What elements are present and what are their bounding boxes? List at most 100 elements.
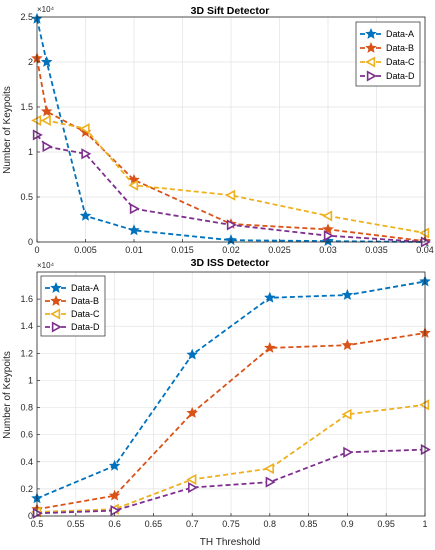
sift-point-data-d: [129, 203, 140, 215]
iss-legend-label-data-d: Data-D: [71, 322, 100, 332]
iss-ytick-label: 0.4: [20, 457, 33, 467]
iss-point-data-d: [265, 476, 276, 488]
sift-legend-label-data-b: Data-B: [386, 43, 414, 53]
iss-point-data-b: [186, 406, 198, 418]
sift-point-data-a: [40, 55, 53, 67]
iss-xlabel: TH Threshold: [200, 537, 260, 548]
sift-point-data-d: [42, 141, 53, 153]
iss-legend-marker-data-c: [50, 308, 61, 320]
iss-point-data-d: [110, 505, 121, 517]
sift-point-data-c: [79, 123, 90, 135]
sift-xtick-label: 0.015: [171, 245, 194, 255]
sift-chart-title: 3D Sift Detector: [191, 5, 270, 17]
iss-ytick-label: 1.2: [20, 348, 33, 358]
sift-legend: Data-A Data-B Data-C Data-D: [355, 21, 421, 87]
iss-legend-marker-data-d: [51, 321, 62, 333]
sift-ylabel: Number of Keypoits: [2, 86, 13, 174]
iss-line-data-a: [36, 280, 426, 500]
iss-ylabel: Number of Keypoits: [2, 351, 13, 439]
iss-xtick-label: 0.9: [341, 519, 354, 529]
iss-point-data-a: [341, 288, 354, 300]
iss-point-data-c: [186, 473, 197, 485]
iss-chart-title: 3D ISS Detector: [191, 257, 270, 269]
sift-point-data-d: [323, 230, 334, 242]
sift-xtick-label: 0.03: [319, 245, 337, 255]
sift-point-data-d: [81, 148, 92, 160]
iss-ytick-label: 1: [28, 375, 33, 385]
sift-xtick-label: 0.025: [268, 245, 291, 255]
iss-chart: 3D ISS Detector ×10⁴ Number of Keypoits …: [2, 257, 431, 548]
sift-legend-marker-data-b: [365, 41, 377, 53]
iss-xtick-label: 0.8: [264, 519, 277, 529]
iss-point-data-a: [186, 348, 198, 360]
sift-legend-marker-data-c: [365, 56, 376, 68]
iss-legend-item-data-c: Data-C: [45, 308, 100, 320]
iss-legend-label-data-b: Data-B: [71, 296, 99, 306]
sift-exponent-label: ×10⁴: [37, 5, 55, 14]
sift-legend-item-data-a: Data-A: [360, 27, 414, 39]
sift-legend-label-data-d: Data-D: [386, 71, 415, 81]
iss-line-data-c: [36, 403, 426, 513]
sift-ytick-label: 0: [28, 237, 33, 247]
sift-point-data-c: [322, 210, 333, 222]
sift-ytick-label: 1.5: [20, 102, 33, 112]
sift-legend-item-data-b: Data-B: [360, 41, 414, 53]
iss-line-data-d: [36, 448, 426, 515]
iss-point-data-b: [264, 341, 276, 353]
sift-chart: 3D Sift Detector ×10⁴ Number of Keypoits…: [2, 5, 434, 255]
sift-point-data-b: [40, 105, 53, 117]
iss-point-data-a: [264, 291, 276, 303]
iss-legend-item-data-d: Data-D: [45, 321, 100, 333]
sift-legend-marker-data-d: [366, 70, 377, 82]
sift-point-data-d: [226, 219, 237, 231]
iss-xtick-label: 0.65: [145, 519, 163, 529]
sift-ytick-label: 2: [28, 57, 33, 67]
iss-point-data-a: [108, 459, 121, 471]
sift-xtick-label: 0.005: [74, 245, 97, 255]
iss-ytick-label: 0.6: [20, 430, 33, 440]
iss-legend-marker-data-a: [50, 281, 62, 293]
sift-plot-frame: [36, 16, 426, 243]
iss-legend-label-data-c: Data-C: [71, 309, 100, 319]
iss-point-data-b: [341, 339, 354, 351]
sift-legend-item-data-c: Data-C: [360, 56, 415, 68]
iss-legend-box: [40, 275, 106, 337]
sift-series-data-d: [32, 129, 431, 248]
sift-ytick-label: 2.5: [20, 12, 33, 22]
iss-ytick-label: 0.8: [20, 403, 33, 413]
sift-legend-item-data-d: Data-D: [360, 70, 415, 82]
sift-series-data-c: [31, 114, 430, 239]
iss-xtick-label: 0.85: [300, 519, 318, 529]
sift-xtick-label: 0.01: [125, 245, 143, 255]
sift-legend-label-data-c: Data-C: [386, 57, 415, 67]
sift-point-data-d: [32, 129, 43, 141]
iss-xtick-label: 0.6: [108, 519, 121, 529]
sift-point-data-c: [419, 227, 430, 239]
iss-ytick-label: 1.6: [20, 294, 33, 304]
iss-plot-frame: [36, 271, 426, 517]
sift-point-data-c: [225, 189, 236, 201]
iss-point-data-d: [188, 481, 199, 494]
iss-legend-label-data-a: Data-A: [71, 283, 99, 293]
iss-ytick-label: 0: [28, 511, 33, 521]
sift-ytick-label: 0.5: [20, 192, 33, 202]
iss-xtick-label: 1: [422, 519, 427, 529]
iss-point-data-d: [343, 446, 354, 458]
sift-xtick-label: 0.035: [365, 245, 388, 255]
iss-line-data-b: [36, 332, 426, 511]
sift-legend-label-data-a: Data-A: [386, 29, 414, 39]
iss-series-data-d: [32, 444, 431, 519]
iss-point-data-d: [420, 444, 431, 456]
iss-xtick-label: 0.55: [67, 519, 85, 529]
iss-point-data-d: [32, 507, 43, 519]
iss-point-data-c: [419, 399, 430, 411]
sift-point-data-c: [40, 114, 51, 127]
iss-exponent-label: ×10⁴: [37, 261, 55, 270]
sift-legend-marker-data-a: [365, 27, 377, 39]
sift-point-data-c: [128, 179, 139, 191]
sift-xtick-label: 0: [34, 245, 39, 255]
iss-legend-item-data-b: Data-B: [45, 294, 99, 306]
sift-point-data-a: [79, 209, 92, 221]
iss-legend-item-data-a: Data-A: [45, 281, 99, 293]
